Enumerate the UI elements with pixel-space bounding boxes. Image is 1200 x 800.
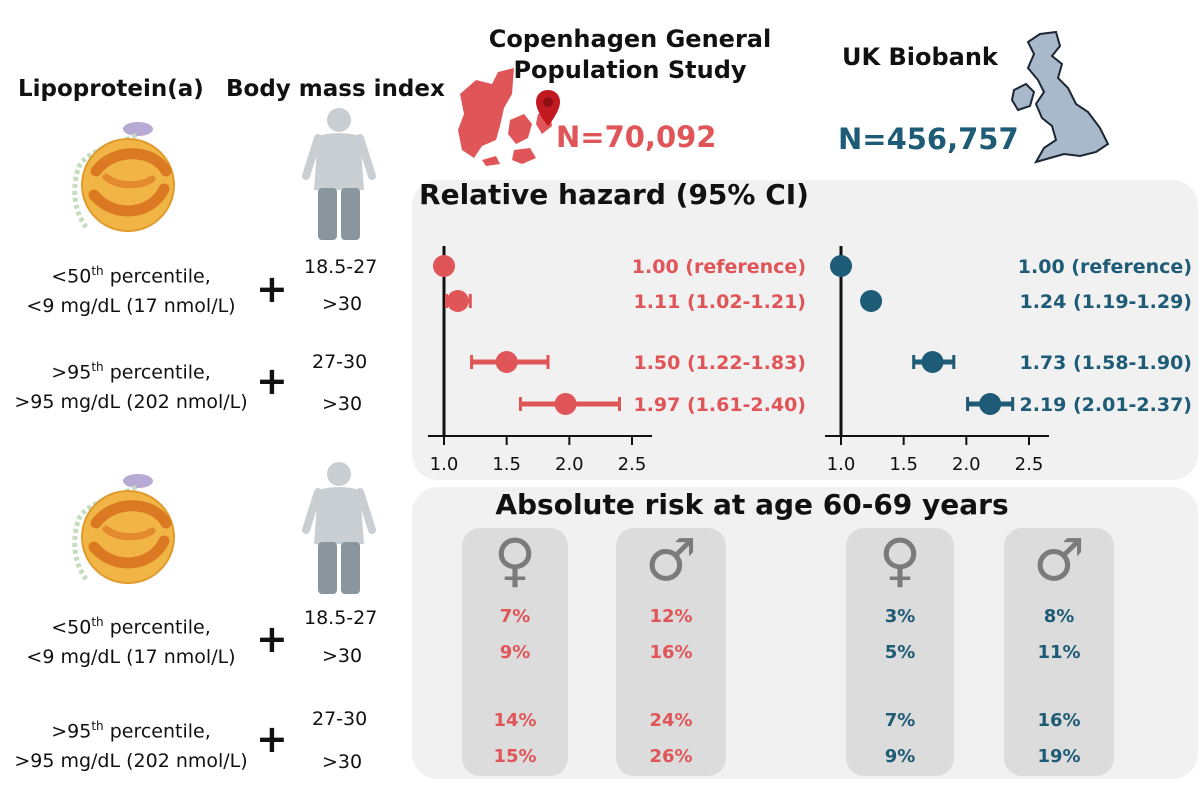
relative-hazard-panel <box>412 180 1198 480</box>
female-icon: ♀ <box>493 526 537 594</box>
absolute-risk-value: 3% <box>884 606 916 627</box>
ukb-x-tick-label: 2.0 <box>952 454 981 475</box>
copenhagen-n: N=70,092 <box>556 120 717 154</box>
copenhagen-x-tick-label: 1.5 <box>492 454 521 475</box>
bmi-category: >30 <box>322 293 363 315</box>
bmi-category: 18.5-27 <box>304 607 378 629</box>
bmi-category: >30 <box>322 393 363 415</box>
copenhagen-female-column: ♀ <box>462 528 568 776</box>
copenhagen-hazard-label: 1.00 (reference) <box>632 256 806 278</box>
male-icon: ♂ <box>1033 526 1085 594</box>
absolute-risk-value: 19% <box>1037 746 1081 767</box>
bmi-category: 27-30 <box>312 351 368 373</box>
person-icon <box>302 108 376 240</box>
absolute-risk-value: 7% <box>499 606 531 627</box>
copenhagen-male-column: ♂ <box>616 528 726 776</box>
copenhagen-hazard-point <box>433 255 455 277</box>
person-icon <box>302 462 376 594</box>
absolute-risk-value: 8% <box>1043 606 1075 627</box>
absolute-risk-value: 11% <box>1037 642 1081 663</box>
plus-sign: + <box>256 267 288 311</box>
ukb-hazard-label: 1.73 (1.58-1.90) <box>1019 352 1192 374</box>
copenhagen-x-tick-label: 2.5 <box>618 454 647 475</box>
absolute-risk-value: 9% <box>884 746 916 767</box>
lpa-group-low-label: <50th percentile, <9 mg/dL (17 nmol/L) <box>26 615 236 669</box>
copenhagen-hazard-label: 1.50 (1.22-1.83) <box>633 352 806 374</box>
ukb-hazard-point <box>921 351 944 373</box>
absolute-risk-value: 12% <box>649 606 693 627</box>
copenhagen-hazard-label: 1.11 (1.02-1.21) <box>633 291 806 313</box>
lpa-group-high-label: >95th percentile, >95 mg/dL (202 nmol/L) <box>14 360 248 414</box>
ukb-female-column: ♀ <box>846 528 954 776</box>
location-pin-icon <box>536 90 560 126</box>
ukb-hazard-label: 1.24 (1.19-1.29) <box>1019 291 1192 313</box>
bmi-category: >30 <box>322 751 363 773</box>
absolute-risk-value: 26% <box>649 746 693 767</box>
ukb-male-column: ♂ <box>1004 528 1114 776</box>
uk-map-icon <box>1010 30 1110 164</box>
plus-sign: + <box>256 717 288 761</box>
copenhagen-hazard-point <box>495 351 518 373</box>
ukb-hazard-label: 1.00 (reference) <box>1018 256 1192 278</box>
body-mass-index-header: Body mass index <box>226 76 445 102</box>
copenhagen-hazard-point <box>554 393 577 415</box>
bmi-category: 27-30 <box>312 708 368 730</box>
absolute-risk-value: 16% <box>649 642 693 663</box>
bmi-category: >30 <box>322 645 363 667</box>
copenhagen-hazard-point <box>446 290 469 312</box>
copenhagen-hazard-label: 1.97 (1.61-2.40) <box>633 394 806 416</box>
absolute-risk-value: 5% <box>884 642 916 663</box>
lipoprotein-particle-icon <box>72 122 175 232</box>
female-icon: ♀ <box>878 526 922 594</box>
ukb-x-tick-label: 2.5 <box>1015 454 1044 475</box>
lpa-group-low-label: <50th percentile, <9 mg/dL (17 nmol/L) <box>26 264 236 318</box>
ukb-hazard-point <box>830 255 852 277</box>
absolute-risk-value: 7% <box>884 710 916 731</box>
relative-hazard-title: Relative hazard (95% CI) <box>419 178 809 211</box>
lipoprotein-a-header: Lipoprotein(a) <box>18 76 204 102</box>
copenhagen-study-title: Copenhagen General Population Study <box>488 25 772 84</box>
absolute-risk-value: 16% <box>1037 710 1081 731</box>
ukb-hazard-label: 2.19 (2.01-2.37) <box>1019 394 1192 416</box>
absolute-risk-value: 15% <box>493 746 537 767</box>
absolute-risk-value: 9% <box>499 642 531 663</box>
copenhagen-x-tick-label: 2.0 <box>555 454 584 475</box>
absolute-risk-value: 24% <box>649 710 693 731</box>
male-icon: ♂ <box>645 526 697 594</box>
ukb-hazard-point <box>979 393 1002 415</box>
ukb-hazard-point <box>860 290 883 312</box>
absolute-risk-title: Absolute risk at age 60-69 years <box>495 488 1009 521</box>
lipoprotein-particle-icon <box>72 474 175 584</box>
ukb-x-tick-label: 1.5 <box>889 454 918 475</box>
plus-sign: + <box>256 617 288 661</box>
absolute-risk-value: 14% <box>493 710 537 731</box>
ukb-n: N=456,757 <box>838 122 1019 156</box>
lpa-group-high-label: >95th percentile, >95 mg/dL (202 nmol/L) <box>14 719 248 773</box>
ukb-x-tick-label: 1.0 <box>827 454 856 475</box>
copenhagen-x-tick-label: 1.0 <box>430 454 459 475</box>
plus-sign: + <box>256 359 288 403</box>
ukb-study-title: UK Biobank <box>842 43 998 71</box>
bmi-category: 18.5-27 <box>304 256 378 278</box>
denmark-map-icon <box>458 68 552 166</box>
